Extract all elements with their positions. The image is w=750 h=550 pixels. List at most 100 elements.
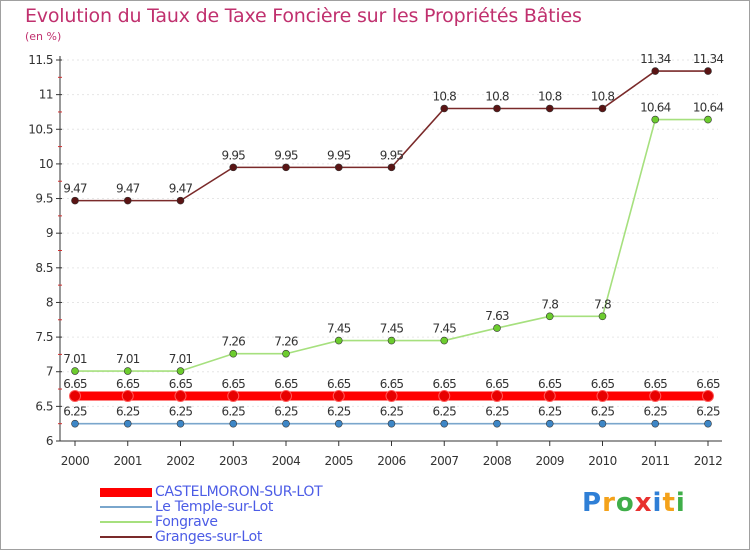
data-point — [332, 389, 345, 402]
data-point — [282, 163, 290, 172]
data-label: 7.45 — [380, 322, 404, 336]
data-label: 6.65 — [591, 377, 615, 391]
y-tick-label: 8.5 — [35, 261, 53, 275]
data-point — [651, 115, 660, 124]
data-label: 9.47 — [116, 182, 140, 196]
legend-swatch — [100, 488, 152, 497]
data-point — [440, 419, 449, 428]
legend-label: Fongrave — [155, 514, 218, 530]
data-point — [123, 196, 132, 205]
data-label: 6.25 — [63, 405, 87, 419]
data-label: 6.25 — [485, 405, 509, 419]
data-point — [282, 419, 290, 428]
x-tick-label: 2003 — [219, 454, 248, 468]
data-point — [176, 419, 185, 428]
data-point — [334, 419, 343, 428]
data-label: 6.65 — [63, 377, 87, 391]
data-label: 7.01 — [116, 352, 140, 366]
data-label: 10.8 — [432, 89, 456, 103]
data-label: 9.95 — [221, 148, 245, 162]
data-point — [704, 419, 712, 428]
data-label: 6.25 — [696, 405, 720, 419]
data-point — [229, 349, 238, 358]
data-point — [702, 389, 714, 402]
x-tick-label: 2006 — [377, 454, 406, 468]
data-label: 6.25 — [274, 405, 298, 419]
data-point — [229, 163, 238, 172]
proxiti-logo: Proxiti — [582, 488, 686, 518]
legend-swatch — [100, 506, 152, 508]
logo-letter: P — [582, 488, 603, 518]
data-label: 10.64 — [640, 101, 671, 115]
y-tick-label: 11 — [39, 88, 53, 102]
y-tick-label: 7.5 — [35, 330, 53, 344]
y-tick-label: 7 — [46, 365, 53, 379]
data-point — [121, 389, 134, 402]
data-point — [385, 389, 398, 402]
data-label: 9.47 — [169, 182, 193, 196]
data-point — [545, 104, 554, 113]
x-tick-label: 2007 — [430, 454, 459, 468]
data-point — [229, 419, 238, 428]
data-label: 7.01 — [169, 352, 193, 366]
data-label: 10.8 — [485, 89, 509, 103]
data-label: 7.26 — [221, 335, 245, 349]
y-axis-unit-label: (en %) — [25, 30, 62, 43]
data-label: 7.8 — [541, 297, 558, 311]
data-point — [438, 389, 451, 402]
data-point — [334, 163, 343, 172]
data-point — [123, 367, 132, 375]
data-point — [69, 389, 81, 402]
data-point — [440, 336, 449, 345]
data-point — [651, 419, 660, 428]
legend-label: Granges-sur-Lot — [155, 529, 263, 545]
logo-letter: i — [675, 488, 686, 518]
logo-letter: x — [634, 488, 653, 518]
y-tick-label: 6 — [46, 434, 53, 448]
data-point — [227, 389, 240, 402]
data-point — [123, 419, 132, 428]
y-tick-label: 9 — [46, 226, 53, 240]
data-point — [387, 336, 396, 345]
data-point — [387, 419, 396, 428]
data-point — [491, 389, 503, 402]
data-label: 9.95 — [380, 148, 404, 162]
data-point — [704, 115, 712, 124]
data-point — [545, 312, 554, 321]
data-point — [598, 312, 607, 321]
data-label: 9.47 — [63, 182, 87, 196]
y-tick-label: 10.5 — [28, 122, 53, 136]
data-point — [543, 389, 556, 402]
data-point — [176, 367, 185, 375]
data-point — [71, 196, 79, 205]
data-point — [280, 389, 292, 402]
data-label: 6.25 — [221, 405, 245, 419]
data-label: 7.8 — [594, 297, 611, 311]
x-tick-label: 2002 — [166, 454, 195, 468]
data-label: 7.26 — [274, 335, 298, 349]
y-tick-label: 8 — [46, 295, 53, 309]
data-point — [598, 104, 607, 113]
data-point — [174, 389, 187, 402]
y-tick-label: 6.5 — [35, 399, 53, 413]
chart-title: Evolution du Taux de Taxe Foncière sur l… — [25, 5, 582, 27]
data-label: 6.65 — [169, 377, 193, 391]
data-label: 6.65 — [538, 377, 562, 391]
x-tick-label: 2009 — [535, 454, 564, 468]
data-point — [704, 67, 712, 75]
x-tick-label: 2011 — [641, 454, 670, 468]
x-tick-label: 2004 — [272, 454, 301, 468]
y-tick-label: 10 — [39, 157, 53, 171]
data-point — [651, 67, 660, 75]
data-label: 6.65 — [643, 377, 667, 391]
data-label: 6.25 — [169, 405, 193, 419]
data-label: 6.25 — [591, 405, 615, 419]
data-label: 6.65 — [432, 377, 456, 391]
data-point — [440, 104, 449, 113]
data-label: 6.25 — [116, 405, 140, 419]
data-label: 10.8 — [538, 89, 562, 103]
x-tick-label: 2000 — [61, 454, 90, 468]
data-point — [71, 419, 79, 428]
legend-label: Le Temple-sur-Lot — [155, 499, 274, 515]
